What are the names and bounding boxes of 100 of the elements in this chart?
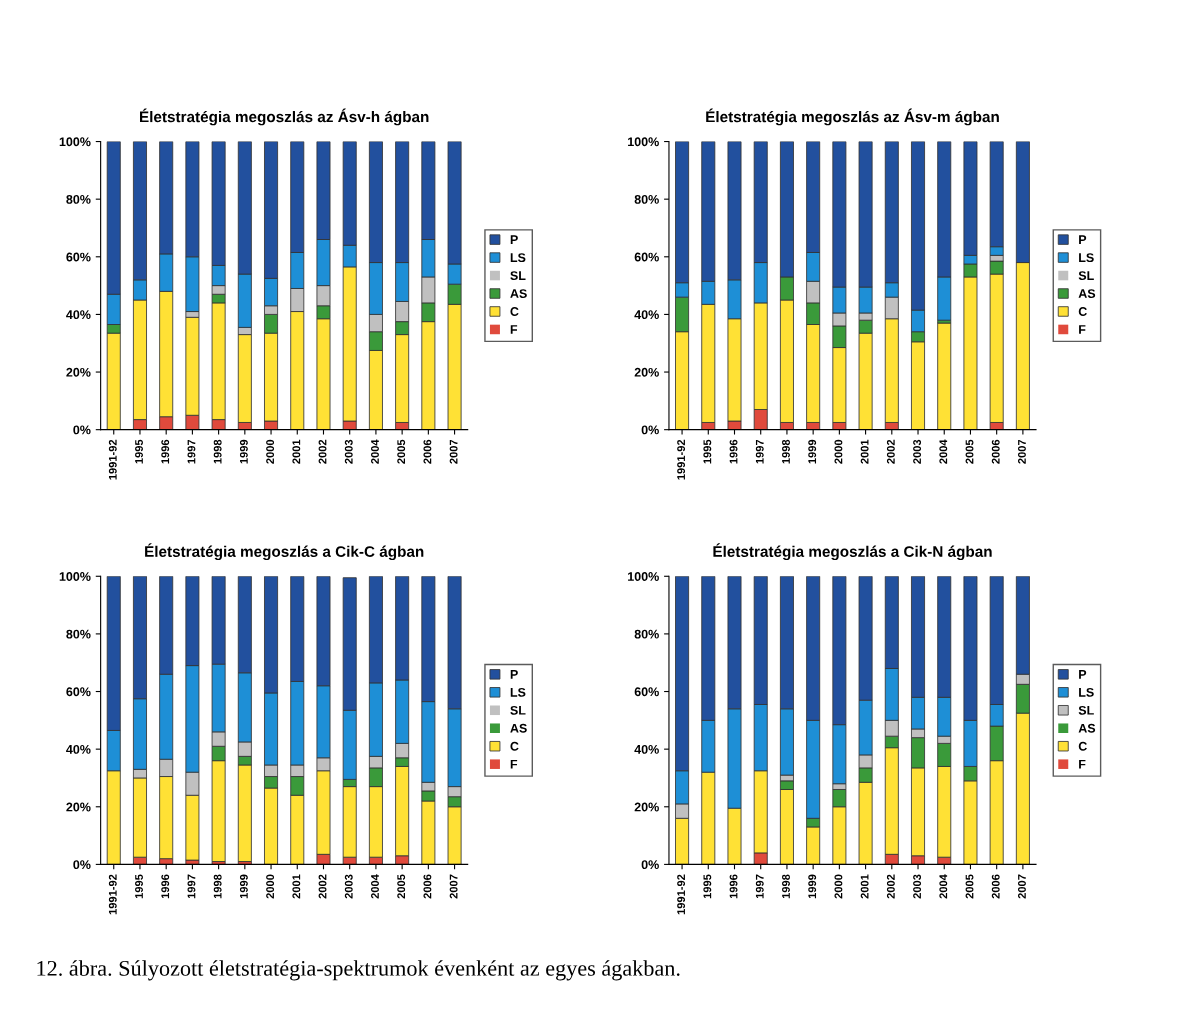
legend-label: F <box>510 759 518 769</box>
y-tick-label: 60% <box>634 687 659 697</box>
x-tick-label: 2000 <box>266 874 275 899</box>
y-tick-label: 80% <box>66 194 91 204</box>
x-tick-label: 1991-92 <box>677 439 686 480</box>
text: 12. ábra. Súlyozott életstratégia-spektrumok évenként az egyes ágakban. <box>37 960 680 981</box>
x-tick-label: 2003 <box>344 874 353 899</box>
x-tick-label: 2005 <box>397 439 406 464</box>
legend-label: AS <box>510 289 527 298</box>
y-tick-label: 60% <box>634 252 659 262</box>
x-tick-label: 2000 <box>266 439 275 464</box>
x-tick-label: 2004 <box>371 874 379 899</box>
x-tick-label: 2006 <box>423 874 432 899</box>
x-tick-label: 1998 <box>213 874 222 899</box>
y-tick-label: 0% <box>641 425 659 435</box>
x-tick-label: 1998 <box>782 439 790 464</box>
x-tick-label: 1991-92 <box>108 439 117 480</box>
y-tick-label: 20% <box>634 367 659 377</box>
y-tick-label: 100% <box>59 572 91 581</box>
y-tick-label: 0% <box>73 425 91 435</box>
y-tick-label: 0% <box>641 860 659 870</box>
x-tick-label: 2007 <box>449 874 458 899</box>
x-tick-label: 2001 <box>860 439 869 464</box>
chart-title: Életstratégia megoszlás a Cik-N ágban <box>713 543 992 561</box>
x-tick-label: 1997 <box>187 439 196 464</box>
x-tick-label: 2003 <box>913 439 922 464</box>
legend-label: F <box>1079 325 1086 334</box>
x-tick-label: 1999 <box>239 874 248 899</box>
x-tick-label: 2003 <box>913 874 922 899</box>
x-tick-label: 2007 <box>1018 874 1026 899</box>
x-tick-label: 1999 <box>808 439 817 464</box>
x-tick-label: 2002 <box>886 874 895 899</box>
x-tick-label: 1997 <box>755 439 764 464</box>
legend-label: P <box>510 235 518 244</box>
x-tick-label: 2004 <box>939 439 948 464</box>
x-tick-label: 1995 <box>135 874 143 899</box>
y-tick-label: 40% <box>66 744 91 754</box>
chart-title: Életstratégia megoszlás az Ásv-h ágban <box>140 108 429 126</box>
x-tick-label: 2002 <box>318 439 327 464</box>
y-tick-label: 40% <box>634 744 659 754</box>
legend-label: LS <box>510 253 526 263</box>
x-tick-label: 1999 <box>239 439 248 464</box>
x-tick-label: 2005 <box>965 439 974 464</box>
x-tick-label: 1998 <box>213 439 222 464</box>
x-tick-label: 1991-92 <box>677 874 686 915</box>
x-tick-label: 1996 <box>729 874 738 899</box>
x-tick-label: 2004 <box>371 439 379 464</box>
y-tick-label: 80% <box>634 629 659 639</box>
legend-label: F <box>510 325 518 334</box>
x-tick-label: 1996 <box>729 439 738 464</box>
legend-label: P <box>1079 670 1087 679</box>
legend-label: F <box>1079 759 1086 769</box>
y-tick-label: 20% <box>66 802 91 812</box>
legend-label: C <box>510 307 519 316</box>
x-tick-label: 2002 <box>886 439 895 464</box>
x-tick-label: 2006 <box>991 439 1000 464</box>
x-tick-label: 2007 <box>449 439 458 464</box>
legend-label: LS <box>1079 253 1094 263</box>
y-tick-label: 40% <box>66 310 91 320</box>
x-tick-label: 1996 <box>161 439 170 464</box>
bar <box>937 322 952 430</box>
legend-label: C <box>1078 307 1087 316</box>
x-tick-label: 2007 <box>1018 439 1026 464</box>
legend-label: LS <box>1079 687 1094 697</box>
legend-label: SL <box>510 705 526 715</box>
x-tick-label: 1997 <box>187 874 196 899</box>
legend-label: SL <box>510 271 526 281</box>
x-tick-label: 2002 <box>318 874 327 899</box>
x-tick-label: 2000 <box>834 874 843 899</box>
x-tick-label: 1998 <box>782 874 790 899</box>
y-tick-label: 100% <box>628 137 659 147</box>
x-tick-label: 1995 <box>703 439 712 464</box>
y-tick-label: 100% <box>59 137 91 147</box>
y-tick-label: 60% <box>66 252 91 262</box>
x-tick-label: 2004 <box>939 874 948 899</box>
x-tick-label: 2001 <box>292 439 301 464</box>
legend-label: AS <box>1078 289 1096 298</box>
legend-label: SL <box>1078 705 1094 715</box>
y-tick-label: 40% <box>634 310 659 320</box>
legend-label: AS <box>1078 723 1096 733</box>
legend-label: P <box>510 670 518 679</box>
chart-title: Életstratégia megoszlás az Ásv-m ágban <box>706 108 999 126</box>
y-tick-label: 100% <box>628 572 659 581</box>
x-tick-label: 2006 <box>991 874 1000 899</box>
legend-label: C <box>510 741 519 751</box>
x-tick-label: 1995 <box>135 439 143 464</box>
x-tick-label: 2001 <box>292 874 301 899</box>
legend-label: AS <box>510 723 527 733</box>
y-tick-label: 80% <box>66 629 91 639</box>
x-tick-label: 1995 <box>703 874 712 899</box>
y-tick-label: 20% <box>66 367 91 377</box>
legend-label: LS <box>510 687 526 697</box>
x-tick-label: 1991-92 <box>108 874 117 915</box>
y-tick-label: 80% <box>634 194 659 204</box>
y-tick-label: 20% <box>634 802 659 812</box>
x-tick-label: 2000 <box>834 439 843 464</box>
x-tick-label: 1996 <box>161 874 170 899</box>
chart-title: Életstratégia megoszlás a Cik-C ágban <box>145 543 424 561</box>
x-tick-label: 2001 <box>860 874 869 899</box>
x-tick-label: 2005 <box>965 874 974 899</box>
